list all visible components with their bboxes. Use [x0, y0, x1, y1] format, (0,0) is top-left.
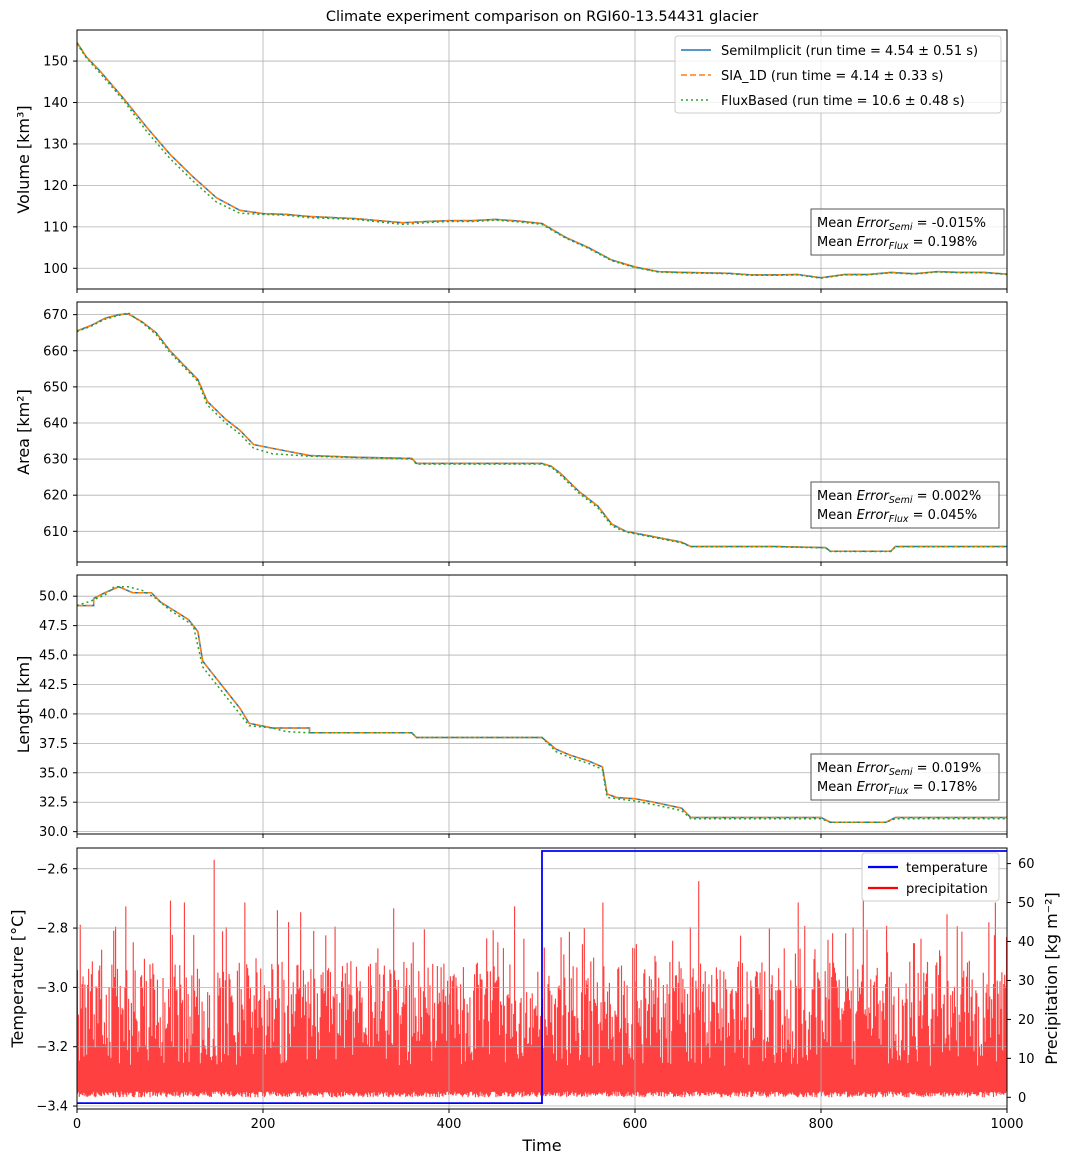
y-tick-label: 45.0 — [39, 649, 68, 664]
climate-panel: 0 10 20 30 40 50 60 Precipitation [kg m⁻²] −3.4 −… — [8, 847, 1061, 1132]
right-tick-label: 10 — [1018, 1052, 1035, 1067]
error-line-1: Mean ErrorSemi = 0.002% — [817, 489, 981, 506]
y-tick-label: 50.0 — [39, 590, 68, 605]
y-axis-label: Volume [km³] — [14, 105, 33, 213]
right-tick-label: 30 — [1018, 974, 1035, 989]
y-tick-label: 150 — [43, 55, 68, 70]
x-tick-label: 800 — [809, 1117, 834, 1132]
error-box — [810, 208, 1005, 256]
axes-frame — [76, 301, 1008, 563]
y-tick-label: 670 — [43, 308, 68, 323]
x-tick-label: 400 — [437, 1117, 462, 1132]
y-tick-label: −3.2 — [36, 1040, 68, 1055]
y-tick-label: 42.5 — [39, 678, 68, 693]
x-tick-label: 200 — [251, 1117, 276, 1132]
y-tick-label: 640 — [43, 416, 68, 431]
sia_1d-line — [77, 313, 1007, 552]
y-tick-label: 140 — [43, 96, 68, 111]
y-tick-label: −3.4 — [36, 1100, 68, 1115]
legend-label: FluxBased (run time = 10.6 ± 0.48 s) — [721, 94, 965, 109]
axes-frame — [76, 29, 1008, 290]
legend-label: precipitation — [906, 882, 988, 897]
length-panel: 30.0 32.5 35.0 37.5 40.0 42.5 45.0 47.5 50.0 Leng… — [14, 574, 1008, 840]
legend-label: temperature — [906, 861, 988, 876]
y-tick-label: 32.5 — [39, 796, 68, 811]
y-tick-label: 37.5 — [39, 737, 68, 752]
sia_1d-line — [77, 42, 1007, 279]
y-tick-label: 35.0 — [39, 766, 68, 781]
y-axis-label: Length [km] — [14, 656, 33, 754]
y-tick-label: 100 — [43, 262, 68, 277]
legend-label: SemiImplicit (run time = 4.54 ± 0.51 s) — [721, 44, 978, 59]
error-line-2: Mean ErrorFlux = 0.198% — [817, 235, 977, 252]
error-line-1: Mean ErrorSemi = -0.015% — [817, 216, 986, 233]
x-tick-label: 0 — [73, 1117, 81, 1132]
error-line-2: Mean ErrorFlux = 0.045% — [817, 508, 977, 525]
x-tick-label: 1000 — [990, 1117, 1023, 1132]
y-tick-label: 130 — [43, 137, 68, 152]
axes-frame — [76, 574, 1008, 835]
error-line-2: Mean ErrorFlux = 0.178% — [817, 780, 977, 797]
y-tick-label: 660 — [43, 344, 68, 359]
y-tick-label: −2.6 — [36, 862, 68, 877]
y-tick-label: 610 — [43, 525, 68, 540]
legend-label: SIA_1D (run time = 4.14 ± 0.33 s) — [721, 69, 943, 84]
error-box — [810, 753, 1000, 801]
y-tick-label: 650 — [43, 380, 68, 395]
legend — [674, 35, 1002, 114]
y-tick-label: −3.0 — [36, 981, 68, 996]
fluxbased-line — [77, 43, 1007, 279]
axes-frame — [76, 847, 1008, 1110]
volume-panel: 100 110 120 130 140 150 Volume [km³] Mean Error… — [14, 29, 1008, 293]
y-tick-label: −2.8 — [36, 922, 68, 937]
right-tick-label: 20 — [1018, 1013, 1035, 1028]
figure-title: Climate experiment comparison on RGI60-1… — [326, 9, 758, 25]
y-axis-label: Area [km²] — [14, 389, 33, 475]
y-tick-label: 620 — [43, 489, 68, 504]
temperature-line — [77, 850, 1007, 1104]
y-axis-label: Temperature [°C] — [8, 909, 27, 1048]
x-tick-label: 600 — [623, 1117, 648, 1132]
error-line-1: Mean ErrorSemi = 0.019% — [817, 761, 981, 778]
x-axis-label: Time — [521, 1136, 561, 1155]
right-axis-label: Precipitation [kg m⁻²] — [1042, 892, 1061, 1065]
right-tick-label: 50 — [1018, 896, 1035, 911]
area-panel: 610 620 630 640 650 660 670 Area [km²] Mean Erro… — [14, 301, 1008, 566]
right-tick-label: 0 — [1018, 1091, 1026, 1106]
fluxbased-line — [77, 586, 1007, 823]
y-tick-label: 120 — [43, 179, 68, 194]
y-tick-label: 47.5 — [39, 619, 68, 634]
y-tick-label: 30.0 — [39, 825, 68, 840]
y-tick-label: 630 — [43, 453, 68, 468]
y-tick-label: 40.0 — [39, 707, 68, 722]
error-box — [810, 481, 1000, 529]
y-tick-label: 110 — [43, 220, 68, 235]
right-tick-label: 40 — [1018, 935, 1035, 950]
right-tick-label: 60 — [1018, 857, 1035, 872]
